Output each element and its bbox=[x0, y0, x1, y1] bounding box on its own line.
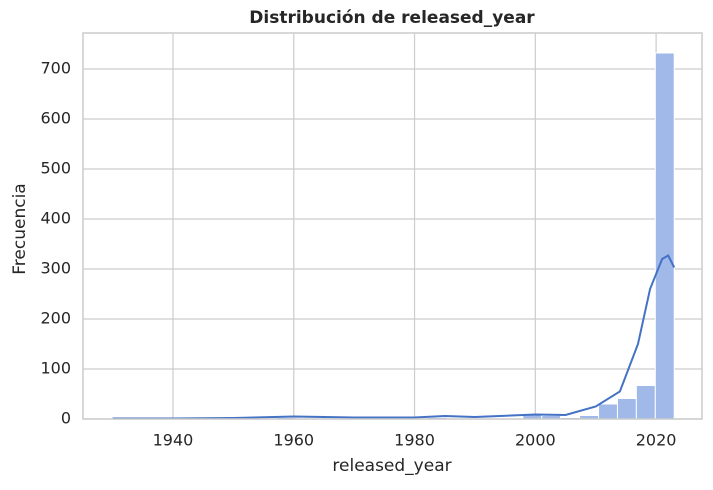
x-tick-label: 2020 bbox=[636, 431, 677, 450]
chart-title: Distribución de released_year bbox=[249, 8, 535, 28]
bar bbox=[598, 403, 618, 420]
y-tick-label: 600 bbox=[40, 109, 71, 128]
x-tick-label: 2000 bbox=[515, 431, 556, 450]
y-tick-label: 400 bbox=[40, 209, 71, 228]
y-tick-label: 500 bbox=[40, 159, 71, 178]
bar bbox=[654, 52, 675, 420]
y-tick-label: 0 bbox=[61, 409, 71, 428]
y-axis-label: Frecuencia bbox=[10, 183, 30, 274]
x-axis-label: released_year bbox=[332, 456, 451, 476]
y-tick-label: 700 bbox=[40, 59, 71, 78]
y-tick-label: 300 bbox=[40, 259, 71, 278]
x-tick-label: 1940 bbox=[153, 431, 194, 450]
bar bbox=[635, 385, 656, 420]
kde-line bbox=[112, 254, 676, 420]
plot-frame bbox=[82, 32, 703, 420]
x-tick-label: 1980 bbox=[394, 431, 435, 450]
x-tick-label: 1960 bbox=[273, 431, 314, 450]
y-tick-label: 200 bbox=[40, 309, 71, 328]
bar bbox=[616, 398, 637, 420]
y-tick-label: 100 bbox=[40, 359, 71, 378]
